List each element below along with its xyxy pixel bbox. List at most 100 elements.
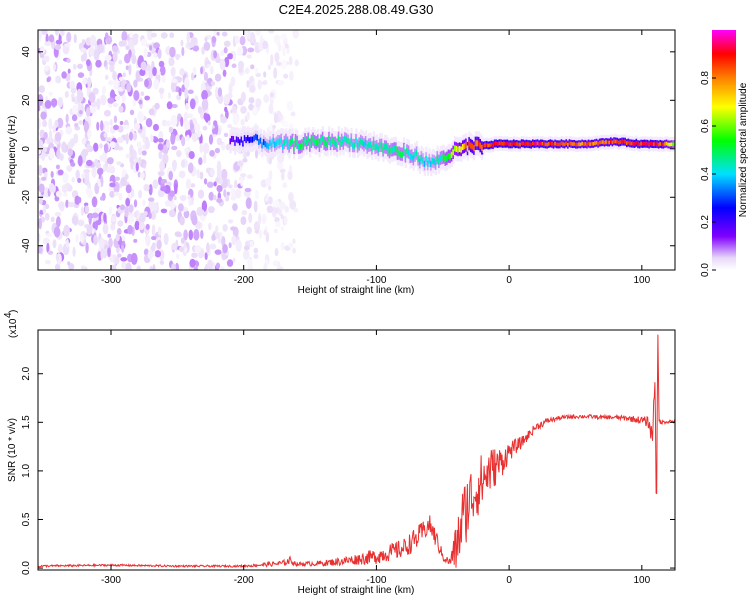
spectrogram-ridge-core	[516, 142, 519, 146]
spectrogram-noise-blob	[249, 84, 256, 93]
spectrogram-noise-blob	[133, 199, 138, 208]
spectrogram-noise-blob	[106, 157, 114, 165]
spectrogram-noise-blob	[262, 40, 269, 50]
spectrogram-noise-blob	[268, 156, 272, 165]
spectrogram-noise-blob	[234, 35, 240, 45]
spectrogram-noise-blob	[178, 170, 186, 179]
spectrogram-noise-blob	[223, 40, 231, 47]
spectrogram-noise-blob	[288, 242, 294, 249]
spectrogram-noise-blob	[209, 168, 215, 177]
spectrogram-noise-blob	[192, 45, 200, 52]
spectrogram-noise-blob	[109, 103, 113, 108]
spectrogram-noise-blob	[150, 210, 157, 220]
spectrogram-noise-blob	[54, 132, 62, 142]
spectrogram-ridge-core	[635, 140, 638, 145]
spectrogram-noise-blob	[176, 150, 182, 158]
spectrogram-noise-blob	[267, 64, 271, 71]
spectrogram-ridge-core	[517, 142, 520, 147]
spectrogram-noise-blob	[78, 110, 83, 115]
spectrogram-ridge-core	[551, 141, 554, 146]
spectrogram-noise-blob	[43, 131, 48, 140]
spectrogram-noise-blob	[102, 223, 109, 235]
spectrogram-noise-blob	[169, 202, 176, 210]
spectrogram-noise-blob	[193, 228, 200, 241]
spectrogram-noise-blob	[174, 53, 181, 59]
spectrogram-ridge-core	[256, 134, 259, 141]
snr-x-tick-label: -200	[234, 575, 254, 586]
spectrogram-noise-blob	[280, 226, 285, 232]
spectrogram-noise-blob	[150, 32, 157, 38]
snr-y-ticks: 0.0 0.5 1.0 1.5 2.0	[21, 366, 675, 575]
spectrogram-noise-blob	[70, 162, 76, 167]
spectrogram-ridge-core	[232, 136, 235, 143]
spectrogram-noise-blob	[293, 208, 299, 213]
spectrogram-noise-blob	[80, 206, 85, 216]
spectrogram-noise-blob	[55, 164, 60, 170]
spectrogram-ridge-core	[617, 140, 621, 145]
spectrogram-ridge-core	[512, 141, 516, 146]
spectrogram-noise-blob	[226, 259, 234, 267]
spectrogram-noise-blob	[133, 79, 138, 88]
snr-series-line	[38, 334, 675, 569]
spectrogram-noise-blob	[54, 44, 62, 51]
spectrogram-y-tick-label: -40	[21, 238, 32, 253]
spectrogram-noise-blob	[65, 199, 69, 208]
spectrogram-noise-blob	[257, 79, 262, 90]
spectrogram-noise-blob	[77, 63, 83, 70]
spectrogram-noise-blob	[227, 123, 233, 129]
spectrogram-noise-blob	[138, 156, 142, 165]
spectrogram-ridge-core	[302, 140, 305, 147]
spectrogram-ridge-core	[544, 142, 547, 147]
spectrogram-noise-blob	[90, 34, 97, 46]
spectrogram-noise-blob	[220, 265, 225, 270]
spectrogram-noise-blob	[97, 44, 105, 54]
spectrogram-noise-blob	[147, 249, 154, 260]
spectrogram-ridge-core	[547, 142, 551, 146]
spectrogram-noise-blob	[239, 35, 246, 46]
spectrogram-ridge-core	[610, 139, 613, 144]
spectrogram-ridge-core	[624, 139, 627, 144]
spectrogram-ridge-core	[630, 141, 633, 146]
spectrogram-noise-blob	[237, 46, 244, 56]
snr-frame	[37, 329, 676, 571]
spectrogram-noise-blob	[124, 205, 129, 218]
spectrogram-ridge-core	[395, 145, 398, 152]
spectrogram-noise-blob	[144, 139, 150, 150]
spectrogram-noise-blob	[55, 75, 61, 80]
spectrogram-noise-blob	[207, 259, 213, 270]
spectrogram-ridge-core	[627, 140, 630, 145]
spectrogram-noise-blob	[72, 63, 77, 70]
spectrogram-ridge-core	[473, 145, 476, 152]
spectrogram-noise-blob	[144, 95, 150, 101]
spectrogram-noise-blob	[50, 170, 54, 178]
spectrogram-noise-blob	[153, 78, 160, 90]
colorbar: 0.0 0.2 0.4 0.6 0.8 Normalized spectral ampl…	[700, 30, 749, 277]
spectrogram-ridge-core	[498, 141, 501, 146]
spectrogram-ridge-core	[602, 140, 605, 144]
spectrogram-noise-blob	[220, 116, 227, 124]
spectrogram-noise-blob	[176, 253, 180, 259]
spectrogram-noise-blob	[80, 265, 86, 270]
spectrogram-noise-blob	[61, 71, 67, 79]
spectrogram-y-tick-label: 20	[21, 94, 32, 106]
spectrogram-ridge-core	[332, 140, 336, 147]
spectrogram-noise-blob	[253, 253, 259, 259]
spectrogram-noise-blob	[137, 171, 141, 178]
spectrogram-ridge-core	[293, 144, 296, 151]
spectrogram-noise-blob	[213, 194, 217, 201]
spectrogram-noise-blob	[279, 113, 283, 121]
colorbar-tick-label: 0.6	[700, 119, 711, 133]
spectrogram-ridge-core	[664, 142, 667, 146]
spectrogram-ridge-core	[283, 139, 286, 146]
spectrogram-noise-blob	[254, 149, 259, 159]
spectrogram-ridge-core	[415, 150, 418, 157]
spectrogram-ridge-core	[651, 142, 654, 146]
spectrogram-ridge-core	[619, 140, 622, 144]
spectrogram-ridge-core	[622, 139, 625, 144]
spectrogram-ridge-core	[297, 144, 301, 151]
spectrogram-noise-blob	[189, 258, 196, 268]
spectrogram-noise-blob	[231, 235, 237, 246]
spectrogram-noise-blob	[104, 54, 112, 62]
spectrogram-noise-blob	[272, 200, 280, 208]
spectrogram-x-tick-label: 0	[506, 275, 512, 286]
